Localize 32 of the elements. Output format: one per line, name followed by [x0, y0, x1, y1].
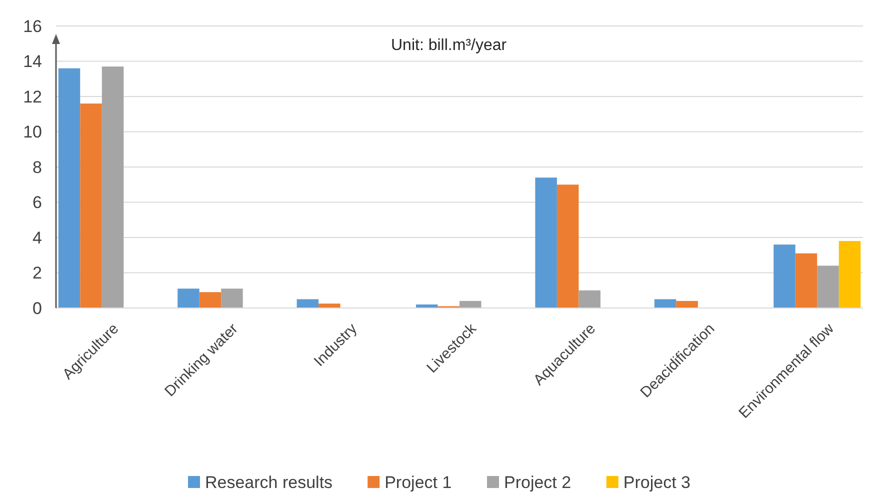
- bar: [795, 253, 818, 308]
- bar: [535, 178, 557, 308]
- bar: [817, 266, 839, 308]
- y-tick-label: 12: [23, 87, 42, 106]
- bar: [556, 184, 579, 308]
- bar: [578, 290, 600, 308]
- legend-label: Project 3: [623, 473, 690, 492]
- y-tick-label: 0: [32, 298, 42, 318]
- bar: [58, 68, 80, 308]
- bar: [774, 244, 796, 308]
- legend-label: Project 2: [504, 473, 572, 492]
- bar: [221, 288, 243, 308]
- bar: [676, 300, 698, 308]
- y-tick-label: 10: [23, 122, 42, 142]
- legend-label: Research results: [205, 473, 333, 492]
- y-tick-label: 4: [32, 228, 42, 248]
- bar: [178, 288, 200, 308]
- bar: [654, 299, 676, 308]
- bar: [838, 241, 861, 308]
- annotation: Unit: bill.m³/year: [390, 37, 508, 54]
- y-tick-label: 8: [32, 158, 42, 177]
- bar: [80, 104, 102, 308]
- legend-label: Project 1: [384, 473, 452, 492]
- y-tick-label: 14: [23, 52, 42, 72]
- bar: [102, 66, 124, 308]
- bar: [199, 292, 222, 308]
- bar: [296, 299, 319, 308]
- bar: [318, 304, 340, 308]
- bar: [460, 300, 482, 308]
- y-tick-label: 6: [32, 193, 42, 212]
- y-tick-label: 2: [32, 264, 42, 283]
- y-tick-label: 16: [23, 16, 42, 36]
